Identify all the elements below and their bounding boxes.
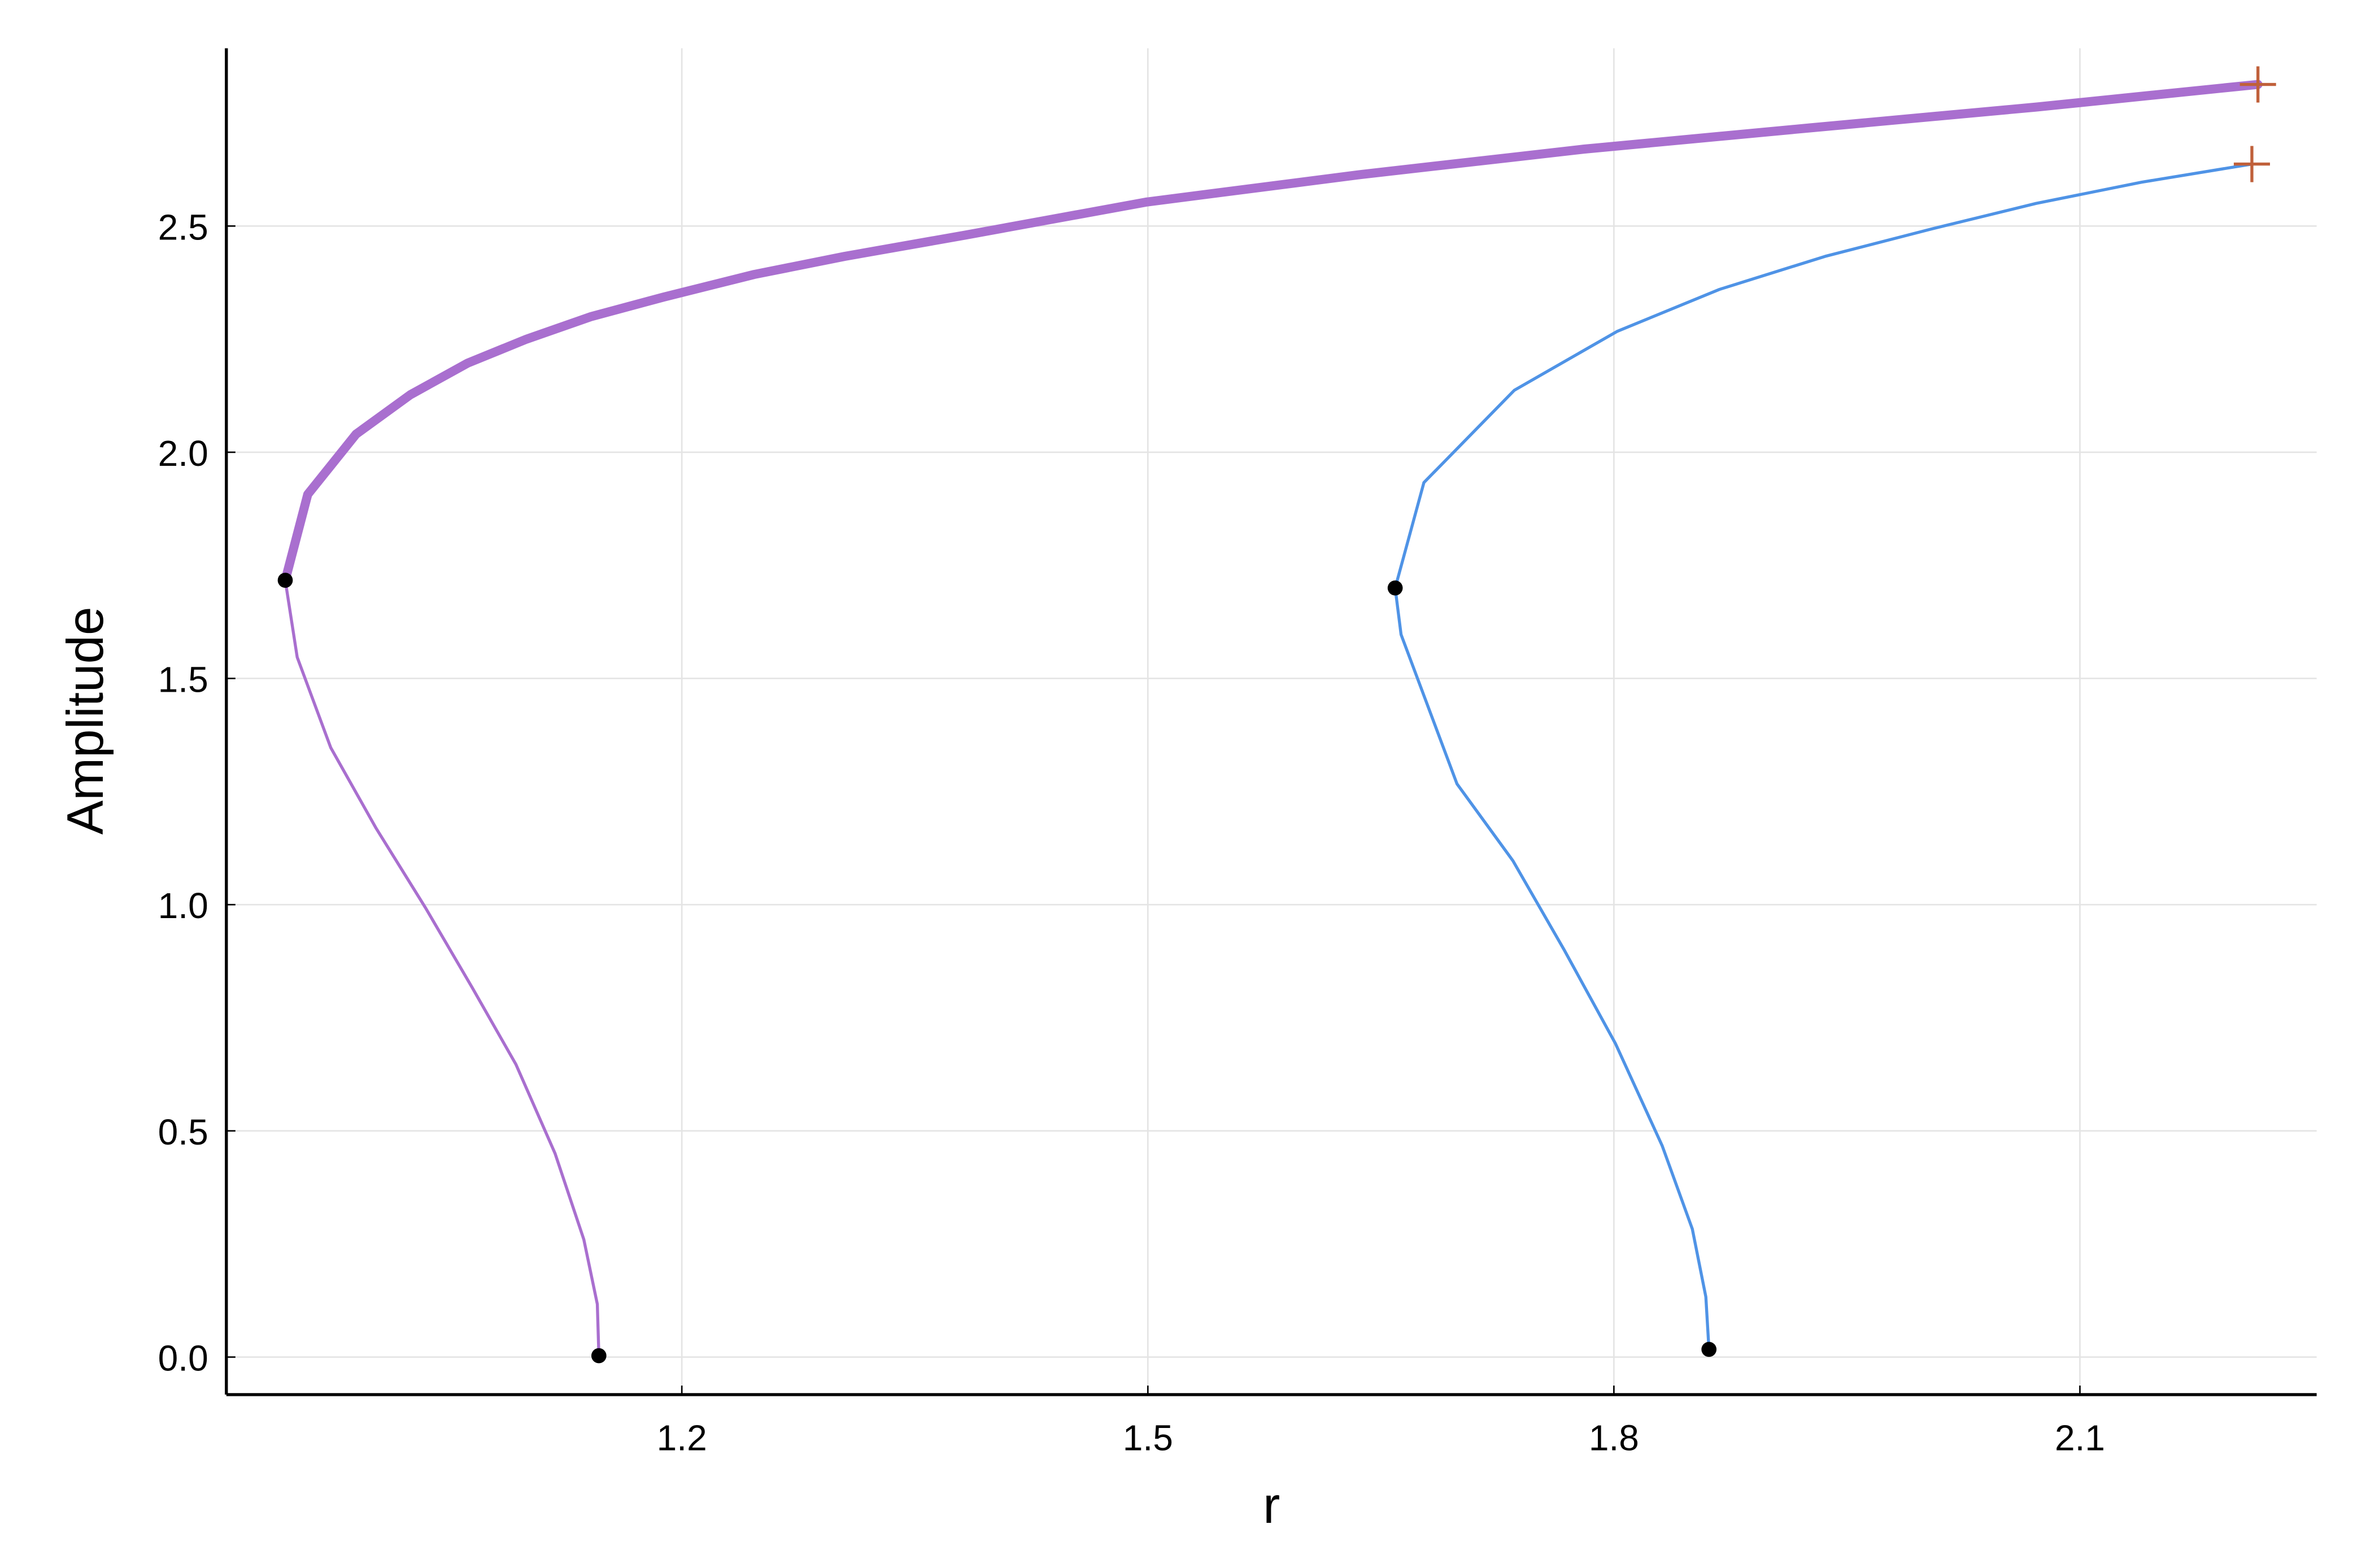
- y-axis-label: Amplitude: [57, 607, 114, 835]
- x-tick-label: 1.2: [657, 1418, 707, 1458]
- x-tick-label: 1.8: [1589, 1418, 1639, 1458]
- line: [284, 579, 600, 1357]
- x-tick-label: 2.1: [2055, 1418, 2105, 1458]
- end-point: [2239, 66, 2276, 103]
- special-point: [1387, 580, 1403, 596]
- end-point: [2233, 146, 2271, 182]
- y-tick-label: 2.0: [158, 433, 208, 474]
- special-point: [277, 573, 293, 588]
- x-axis-label: r: [1263, 1477, 1280, 1534]
- line: [1393, 586, 1711, 1351]
- y-tick-label: 1.0: [158, 885, 208, 926]
- x-tick-label: 1.5: [1123, 1418, 1173, 1458]
- y-tick-label: 2.5: [158, 207, 208, 247]
- special-point: [1701, 1342, 1717, 1357]
- y-tick-label: 0.5: [158, 1112, 208, 1152]
- line: [281, 80, 2263, 585]
- y-tick-label: 1.5: [158, 659, 208, 700]
- y-tick-label: 0.0: [158, 1338, 208, 1378]
- line: [1393, 162, 2254, 589]
- special-point: [591, 1348, 607, 1364]
